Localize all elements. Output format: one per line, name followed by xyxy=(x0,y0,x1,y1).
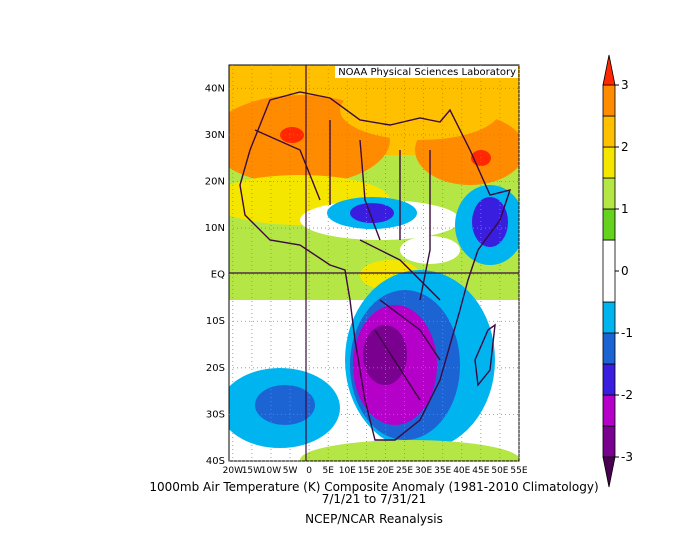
colorbar-band xyxy=(602,146,616,179)
y-tick-label: 30S xyxy=(206,409,225,420)
title: 1000mb Air Temperature (K) Composite Ano… xyxy=(149,480,598,494)
x-tick-label: 25E xyxy=(396,466,413,476)
colorbar-label: 3 xyxy=(621,78,629,92)
x-tick-label: 15E xyxy=(358,466,375,476)
madagascar xyxy=(474,323,496,387)
colorbar-band xyxy=(602,332,616,365)
x-tick-label: 35E xyxy=(434,466,451,476)
colorbar-band xyxy=(602,363,616,396)
x-tick-label: 40E xyxy=(453,466,470,476)
colorbar-label: 1 xyxy=(621,202,629,216)
source: NCEP/NCAR Reanalysis xyxy=(305,512,443,526)
colorbar-label: -1 xyxy=(621,326,633,340)
y-tick-label: 10N xyxy=(205,223,225,234)
colorbar-band xyxy=(602,84,616,117)
y-tick-label: 40S xyxy=(206,456,225,467)
x-tick-label: 30E xyxy=(415,466,432,476)
colorbar-label: -2 xyxy=(621,388,633,402)
grid xyxy=(229,65,520,462)
y-tick-label: 20N xyxy=(205,176,225,187)
x-tick-label: 10E xyxy=(339,466,356,476)
colorbar-band xyxy=(602,301,616,334)
x-tick-label: 50E xyxy=(491,466,508,476)
y-tick-label: 10S xyxy=(206,316,225,327)
colorbar-band xyxy=(602,115,616,148)
x-tick-label: 10W xyxy=(261,466,281,476)
colorbar-label: 2 xyxy=(621,140,629,154)
x-tick-label: 0 xyxy=(306,466,312,476)
x-tick-label: 15W xyxy=(242,466,262,476)
x-tick-label: 45E xyxy=(472,466,489,476)
coastline xyxy=(239,91,512,441)
colorbar-over xyxy=(602,54,616,86)
credit-box xyxy=(335,66,518,78)
x-tick-label: 20W xyxy=(223,466,243,476)
x-tick-label: 5E xyxy=(322,466,334,476)
colorbar-band xyxy=(602,177,616,210)
colorbar-band xyxy=(602,394,616,427)
colorbar-label: -3 xyxy=(621,450,633,464)
borders xyxy=(254,120,441,401)
dates: 7/1/21 to 7/31/21 xyxy=(322,492,427,506)
y-tick-label: 40N xyxy=(205,83,225,94)
colorbar-band xyxy=(602,208,616,241)
x-tick-label: 20E xyxy=(377,466,394,476)
x-tick-label: 5W xyxy=(283,466,298,476)
y-tick-label: 20S xyxy=(206,363,225,374)
colorbar-label: 0 xyxy=(621,264,629,278)
colorbar-band xyxy=(602,239,616,303)
colorbar-under xyxy=(602,456,616,488)
y-tick-label: EQ xyxy=(211,270,225,281)
colorbar: -3 -2 -1 0 1 2 3 xyxy=(602,54,633,488)
x-tick-label: 55E xyxy=(510,466,527,476)
y-tick-label: 30N xyxy=(205,130,225,141)
colorbar-band xyxy=(602,425,616,458)
credit: NOAA Physical Sciences Laboratory xyxy=(338,67,516,78)
